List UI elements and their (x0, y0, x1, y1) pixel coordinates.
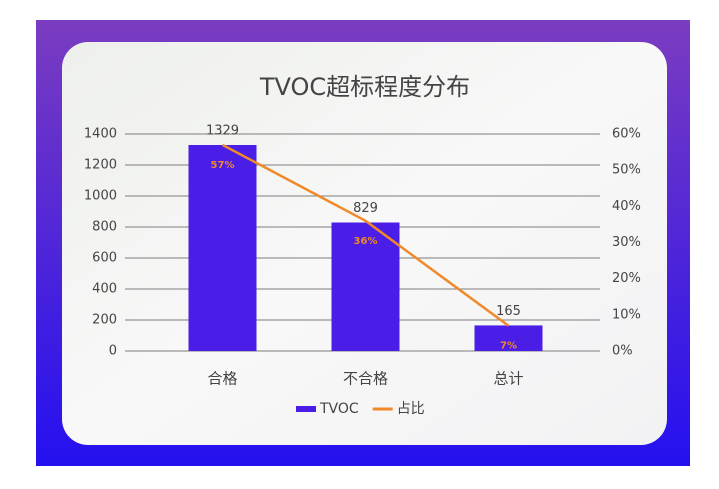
line-value-label: 57% (211, 160, 235, 171)
line (221, 143, 510, 327)
bar-value-label: 1329 (206, 124, 239, 139)
bar (331, 222, 400, 351)
y2-tick-label: 20% (612, 271, 641, 286)
y2-tick-label: 50% (612, 163, 641, 178)
bar (188, 145, 257, 351)
legend-label: TVOC (319, 401, 359, 417)
y-tick-label: 600 (92, 251, 117, 266)
y-tick-label: 200 (92, 313, 117, 328)
bar-value-label: 829 (353, 201, 378, 216)
y2-tick-label: 60% (612, 127, 641, 142)
y2-tick-label: 40% (612, 199, 641, 214)
chart-title: TVOC超标程度分布 (259, 73, 470, 101)
y2-tick-label: 0% (612, 344, 633, 359)
y-tick-label: 400 (92, 282, 117, 297)
x-tick-label: 不合格 (343, 370, 388, 388)
legend-label: 占比 (397, 401, 425, 417)
legend-swatch (296, 406, 316, 412)
y-tick-label: 1200 (84, 158, 117, 173)
x-tick-label: 总计 (493, 370, 523, 388)
y-tick-label: 800 (92, 220, 117, 235)
line-value-label: 7% (500, 341, 517, 352)
line-value-label: 36% (354, 236, 378, 247)
y2-tick-label: 10% (612, 307, 641, 322)
bar (474, 325, 543, 351)
bar-value-label: 165 (496, 304, 521, 319)
y-tick-label: 1000 (84, 189, 117, 204)
y-tick-label: 1400 (84, 127, 117, 142)
x-tick-label: 合格 (207, 370, 237, 388)
y-tick-label: 0 (109, 344, 117, 359)
y2-tick-label: 30% (612, 235, 641, 250)
